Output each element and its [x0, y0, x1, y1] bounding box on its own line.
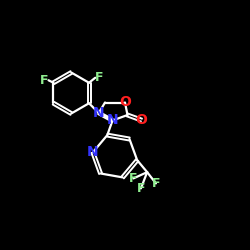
Text: F: F [129, 172, 138, 185]
Text: N: N [93, 106, 104, 120]
Text: O: O [119, 96, 131, 110]
Text: F: F [40, 74, 48, 87]
Text: N: N [107, 114, 118, 128]
Text: N: N [87, 145, 99, 159]
Text: F: F [137, 182, 145, 195]
Text: O: O [135, 113, 147, 127]
Text: F: F [95, 71, 103, 84]
Text: F: F [152, 177, 160, 190]
